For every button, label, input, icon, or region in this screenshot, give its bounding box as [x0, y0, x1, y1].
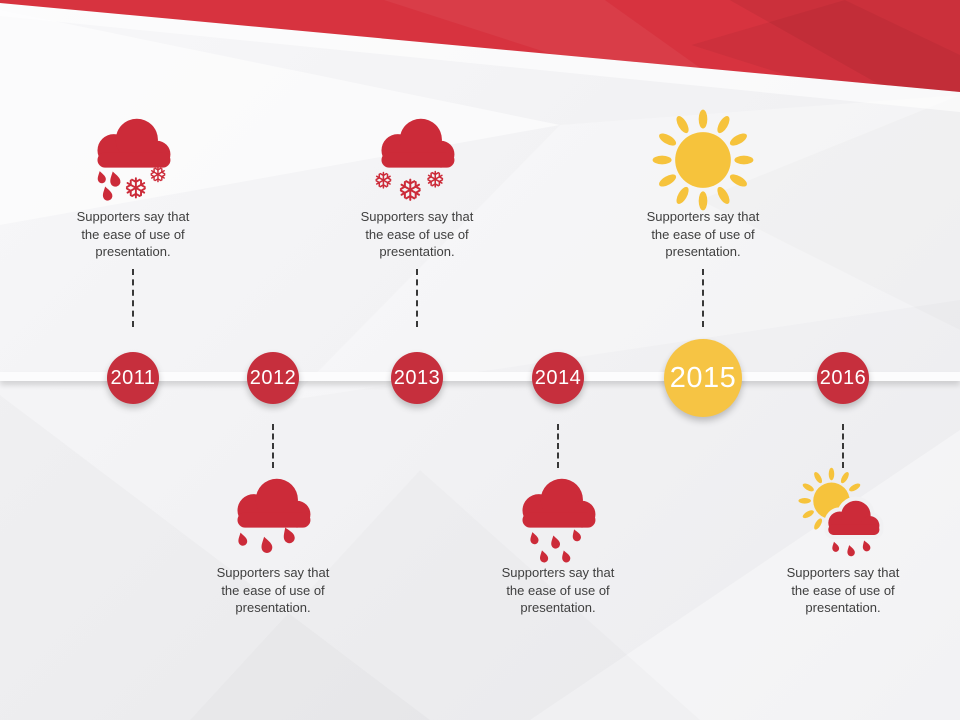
- sun-icon: [652, 109, 754, 211]
- snow-cloud-icon: [369, 112, 465, 208]
- year-marker: 2012: [247, 352, 299, 404]
- item-description: Supporters say that the ease of use of p…: [501, 565, 615, 615]
- item-description: Supporters say that the ease of use of p…: [786, 565, 900, 615]
- connector-dashed-line: [842, 424, 844, 468]
- year-marker: 2015: [664, 339, 742, 417]
- timeline-item-2015: Supporters say that the ease of use of p…: [623, 0, 783, 720]
- connector-dashed-line: [416, 269, 418, 327]
- timeline-item-2014: Supporters say that the ease of use of p…: [478, 0, 638, 720]
- year-marker: 2014: [532, 352, 584, 404]
- timeline-item-2011: Supporters say that the ease of use of p…: [53, 0, 213, 720]
- timeline-bar: [0, 372, 960, 381]
- item-description: Supporters say that the ease of use of p…: [646, 209, 760, 259]
- year-label: 2011: [110, 366, 156, 389]
- heavy-rain-cloud-icon: [510, 472, 606, 568]
- year-marker: 2016: [817, 352, 869, 404]
- year-label: 2015: [669, 361, 737, 394]
- sleet-cloud-icon: [85, 112, 181, 208]
- year-label: 2013: [393, 366, 441, 389]
- item-description: Supporters say that the ease of use of p…: [76, 209, 190, 259]
- timeline-item-2012: Supporters say that the ease of use of p…: [193, 0, 353, 720]
- year-label: 2014: [534, 366, 582, 389]
- item-description: Supporters say that the ease of use of p…: [360, 209, 474, 259]
- rain-cloud-icon: [225, 472, 321, 568]
- year-label: 2012: [249, 366, 297, 389]
- year-marker: 2013: [391, 352, 443, 404]
- timeline-item-2016: Supporters say that the ease of use of p…: [763, 0, 923, 720]
- connector-dashed-line: [272, 424, 274, 468]
- connector-dashed-line: [557, 424, 559, 468]
- connector-dashed-line: [702, 269, 704, 327]
- timeline-item-2013: Supporters say that the ease of use of p…: [337, 0, 497, 720]
- item-description: Supporters say that the ease of use of p…: [216, 565, 330, 615]
- year-marker: 2011: [107, 352, 159, 404]
- sun-rain-cloud-icon: [795, 467, 891, 568]
- connector-dashed-line: [132, 269, 134, 327]
- year-label: 2016: [819, 366, 867, 389]
